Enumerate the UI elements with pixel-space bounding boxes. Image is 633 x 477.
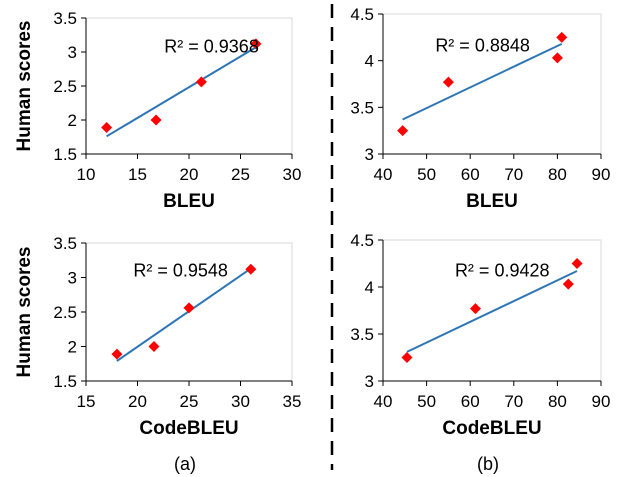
data-point: [250, 38, 262, 50]
y-tick-label: 2: [68, 338, 77, 357]
x-axis-title: BLEU: [466, 191, 518, 212]
trendline: [402, 42, 563, 121]
x-axis-title: CodeBLEU: [442, 418, 541, 439]
x-tick-label: 70: [504, 165, 523, 184]
r-squared-label: R² = 0.9548: [133, 260, 228, 280]
y-axis-title: Human scores: [14, 21, 35, 152]
data-point: [101, 121, 113, 133]
y-tick-label: 3.5: [350, 98, 374, 117]
x-tick-label: 70: [504, 392, 523, 411]
x-tick-label: 90: [592, 165, 611, 184]
x-tick-label: 60: [461, 392, 480, 411]
data-point: [195, 76, 207, 88]
x-tick-label: 30: [231, 392, 250, 411]
trendline: [106, 46, 257, 138]
y-tick-label: 3: [365, 372, 374, 391]
x-tick-label: 80: [548, 392, 567, 411]
x-axis-title: CodeBLEU: [139, 418, 238, 439]
x-tick-label: 40: [374, 392, 393, 411]
x-tick-label: 15: [77, 392, 96, 411]
r-squared-label: R² = 0.9368: [164, 37, 259, 57]
trendline: [406, 270, 578, 353]
x-tick-label: 20: [128, 392, 147, 411]
y-tick-label: 1.5: [53, 372, 77, 391]
data-point: [442, 76, 454, 88]
y-tick-label: 3.5: [53, 9, 77, 28]
y-tick-label: 4: [365, 278, 374, 297]
x-tick-label: 90: [592, 392, 611, 411]
x-tick-label: 40: [374, 165, 393, 184]
y-tick-label: 3: [68, 43, 77, 62]
y-tick-label: 3.5: [53, 234, 77, 253]
data-point: [148, 341, 160, 352]
data-point: [469, 303, 481, 315]
subfigure-caption: (a): [174, 454, 196, 474]
x-tick-label: 50: [417, 392, 436, 411]
x-tick-label: 50: [417, 165, 436, 184]
data-point: [150, 114, 162, 126]
data-point: [245, 263, 257, 275]
r-squared-label: R² = 0.9428: [455, 260, 550, 280]
x-tick-label: 20: [180, 165, 199, 184]
data-point: [551, 52, 563, 64]
y-axis-title: Human scores: [14, 247, 35, 378]
data-point: [556, 31, 568, 43]
y-tick-label: 3.5: [350, 325, 374, 344]
y-tick-label: 2.5: [53, 303, 77, 322]
data-point: [571, 258, 583, 269]
chart-panel-top-right: 40 50 60 70 80 90 3 3.5 4 4.5 BLEU R² = 0.8848: [350, 5, 610, 212]
x-tick-label: 25: [180, 392, 199, 411]
y-tick-label: 4: [365, 52, 374, 71]
y-tick-label: 2.5: [53, 77, 77, 96]
y-tick-label: 4.5: [350, 5, 374, 24]
x-tick-label: 30: [283, 165, 302, 184]
x-tick-label: 60: [461, 165, 480, 184]
data-point: [562, 278, 574, 290]
y-tick-label: 4.5: [350, 231, 374, 250]
y-tick-label: 1.5: [53, 145, 77, 164]
data-point: [183, 302, 195, 314]
x-tick-label: 25: [231, 165, 250, 184]
chart-panel-bottom-right: 40 50 60 70 80 90 3 3.5 4 4.5 CodeBLEU R² = 0.9428 (…: [350, 231, 610, 474]
x-tick-label: 35: [283, 392, 302, 411]
panels: 10 15 20 25 30 1.5 2 2.5 3 3.5 BLEU Human scores R² …: [14, 5, 610, 474]
chart-panel-bottom-left: 15 20 25 30 35 1.5 2 2.5 3 3.5 CodeBLEU Human score…: [14, 234, 301, 474]
data-point: [401, 352, 413, 363]
x-tick-label: 10: [77, 165, 96, 184]
y-tick-label: 3: [68, 269, 77, 288]
data-point: [397, 125, 409, 137]
y-tick-label: 2: [68, 111, 77, 130]
chart-panel-top-left: 10 15 20 25 30 1.5 2 2.5 3 3.5 BLEU Human scores R² …: [14, 9, 301, 212]
data-point: [111, 348, 123, 360]
y-tick-label: 3: [365, 145, 374, 164]
r-squared-label: R² = 0.8848: [435, 36, 530, 56]
x-tick-label: 15: [128, 165, 147, 184]
trendline: [116, 267, 252, 362]
x-tick-label: 80: [548, 165, 567, 184]
subfigure-caption: (b): [477, 454, 499, 474]
x-axis-title: BLEU: [163, 191, 215, 212]
